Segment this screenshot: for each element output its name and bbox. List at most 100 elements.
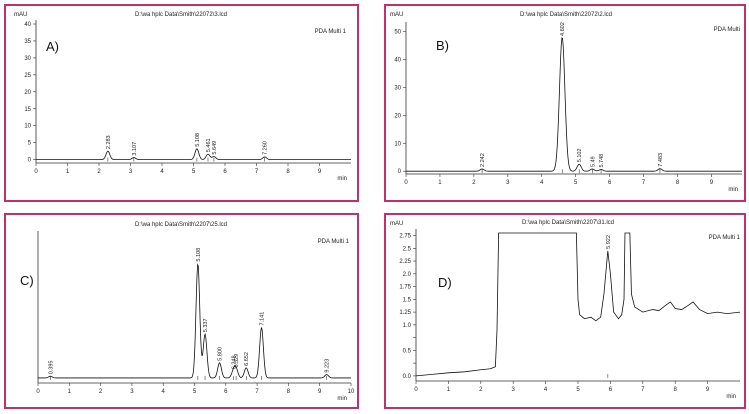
y-unit-label: mAU (14, 12, 27, 18)
detector-legend: PDA Multi (714, 27, 740, 33)
peak-label: 5.748 (599, 154, 605, 168)
chromatogram-trace (406, 37, 742, 172)
y-tick-label: 2.75 (399, 234, 411, 240)
y-tick-label: 0.5 (403, 348, 412, 354)
x-tick-label: 7 (255, 169, 259, 175)
x-tick-label: 2 (472, 180, 476, 186)
file-path-header: D:\wa hplc Data\Smith\2207\25.lcd (135, 222, 227, 228)
x-tick-label: 1 (438, 180, 442, 186)
y-tick-label: 10 (24, 124, 31, 130)
peak-label: 5.461 (206, 138, 212, 152)
y-tick-label: 15 (24, 107, 31, 113)
x-tick-label: 6 (609, 387, 613, 393)
peak-label: 5.800 (218, 347, 224, 361)
peak-label: 5.337 (203, 318, 209, 332)
chromatogram-panel-a: D:\wa hplc Data\Smith\22072\3.lcd mAU PDA … (4, 4, 359, 202)
peak-label: 2.242 (480, 153, 486, 167)
chromatogram-panel-d: D:\wa hplc Data\Smith\2207\31.lcd mAU PDA … (384, 213, 746, 409)
chromatogram-panel-c: D:\wa hplc Data\Smith\2207\25.lcd PDA Mul… (4, 213, 359, 409)
x-tick-label: 5 (574, 180, 578, 186)
peak-label: 3.107 (132, 142, 138, 156)
peak-label: 5.922 (606, 235, 612, 249)
file-path-header: D:\wa hplc Data\Smith\22072\2.lcd (520, 12, 612, 18)
y-tick-label: 2.25 (399, 259, 411, 265)
peak-label: 6.329 (234, 354, 240, 368)
peak-label: 0.395 (48, 361, 54, 375)
x-tick-label: 7 (642, 180, 646, 186)
x-unit-label: min (726, 394, 736, 400)
y-tick-label: 1.75 (399, 285, 411, 291)
x-tick-label: 5 (193, 389, 197, 395)
x-tick-label: 9 (706, 387, 710, 393)
peak-label: 7.141 (260, 312, 266, 326)
y-tick-label: 0 (28, 158, 32, 164)
peak-label: 4.602 (560, 22, 566, 36)
y-tick-label: 20 (394, 113, 401, 119)
chart-c: D:\wa hplc Data\Smith\2207\25.lcd PDA Mul… (20, 222, 355, 402)
detector-legend: PDA Multi 1 (318, 239, 350, 245)
y-tick-label: 30 (24, 56, 31, 62)
peak-label: 7.483 (658, 153, 664, 167)
y-tick-label: 25 (24, 73, 31, 79)
chromatogram-trace (38, 263, 351, 379)
x-tick-label: 8 (674, 387, 678, 393)
x-tick-label: 1 (66, 169, 70, 175)
y-tick-label: 50 (394, 30, 401, 36)
x-tick-label: 4 (162, 389, 166, 395)
x-tick-label: 9 (710, 180, 714, 186)
x-tick-label: 2 (97, 169, 101, 175)
peak-label: 2.283 (106, 135, 112, 149)
x-tick-label: 3 (130, 389, 134, 395)
peak-label: 5.649 (212, 141, 218, 155)
y-tick-label: 1.25 (399, 310, 411, 316)
detector-legend: PDA Multi 1 (315, 29, 347, 35)
y-tick-label: 2.0 (403, 272, 412, 278)
x-tick-label: 2 (99, 389, 103, 395)
x-tick-label: 3 (129, 169, 133, 175)
chart-d: D:\wa hplc Data\Smith\2207\31.lcd mAU PDA … (390, 220, 741, 400)
y-tick-label: 1.0 (403, 323, 412, 329)
x-unit-label: min (337, 396, 347, 402)
x-tick-label: 3 (506, 180, 510, 186)
x-tick-label: 2 (479, 387, 483, 393)
x-unit-label: min (337, 176, 347, 182)
peak-label: 5.108 (196, 248, 202, 262)
x-tick-label: 0 (404, 180, 408, 186)
chromatogram-trace (36, 148, 351, 161)
chart-b: D:\wa hplc Data\Smith\22072\2.lcd mAU PDA … (390, 12, 742, 193)
peak-label: 6.652 (244, 352, 250, 366)
x-tick-label: 0 (36, 389, 40, 395)
y-tick-label: 40 (24, 22, 31, 28)
y-tick-label: 40 (394, 58, 401, 64)
peak-label: 5.108 (195, 133, 201, 147)
panel-letter: D) (438, 275, 452, 290)
x-tick-label: 0 (414, 387, 418, 393)
peak-label: 9.223 (325, 359, 331, 373)
x-tick-label: 5 (576, 387, 580, 393)
x-tick-label: 9 (318, 389, 322, 395)
x-tick-label: 8 (286, 169, 290, 175)
x-tick-label: 10 (348, 389, 355, 395)
x-tick-label: 3 (512, 387, 516, 393)
panel-letter: A) (46, 39, 59, 54)
peak-label: 5.102 (577, 148, 583, 162)
x-tick-label: 1 (68, 389, 72, 395)
panel-letter: C) (20, 273, 34, 288)
y-tick-label: 1.5 (403, 297, 412, 303)
x-unit-label: min (728, 187, 738, 193)
x-tick-label: 0 (34, 169, 38, 175)
y-tick-label: 0 (398, 169, 402, 175)
file-path-header: D:\wa hplc Data\Smith\2207\31.lcd (522, 220, 614, 226)
y-tick-label: 5 (28, 141, 32, 147)
chart-a: D:\wa hplc Data\Smith\22072\3.lcd mAU PDA … (14, 12, 351, 182)
x-tick-label: 7 (255, 389, 259, 395)
x-tick-label: 4 (544, 387, 548, 393)
x-tick-label: 4 (160, 169, 164, 175)
x-tick-label: 1 (447, 387, 451, 393)
x-tick-label: 6 (223, 169, 227, 175)
y-tick-label: 35 (24, 39, 31, 45)
x-tick-label: 8 (287, 389, 291, 395)
chromatogram-trace (415, 232, 741, 377)
x-tick-label: 6 (224, 389, 228, 395)
x-tick-label: 4 (540, 180, 544, 186)
